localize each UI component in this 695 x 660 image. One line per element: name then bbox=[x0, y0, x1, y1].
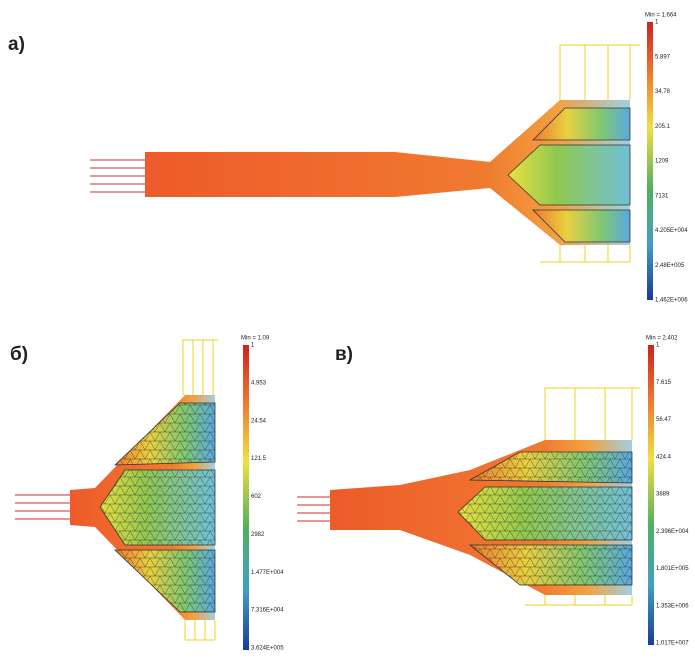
mesh bbox=[115, 550, 215, 612]
colorbar bbox=[647, 22, 653, 300]
panel-c bbox=[297, 345, 654, 645]
mesh bbox=[470, 545, 632, 585]
colorbar-label: 1.477E+004 bbox=[251, 570, 284, 576]
inlet-arrows bbox=[15, 494, 70, 520]
colorbar-label: 1.462E+006 bbox=[655, 298, 688, 304]
colorbar-label: 1209 bbox=[655, 159, 669, 165]
colorbar-label: 3.624E+005 bbox=[251, 646, 284, 652]
panel-label: а) bbox=[8, 34, 25, 55]
colorbar-label: 424.4 bbox=[656, 454, 672, 460]
vane bbox=[532, 209, 631, 243]
panel-label: в) bbox=[335, 344, 353, 365]
mesh bbox=[100, 470, 215, 545]
colorbar-min: Min = 1.09 bbox=[241, 336, 270, 342]
colorbar-label: 2.48E+005 bbox=[655, 263, 685, 269]
colorbar-label: 4.953 bbox=[251, 380, 267, 386]
inlet-arrows bbox=[90, 159, 145, 193]
colorbar-label: 2982 bbox=[251, 532, 265, 538]
outlet-lines bbox=[182, 339, 218, 641]
colorbar-min: Min = 2.402 bbox=[646, 336, 678, 342]
nozzle-body bbox=[145, 100, 630, 245]
colorbar-label: 121.5 bbox=[251, 456, 267, 462]
mesh bbox=[458, 487, 632, 540]
colorbar-label: 7.615 bbox=[656, 380, 672, 386]
colorbar-label: 2.396E+004 bbox=[656, 529, 689, 535]
core bbox=[507, 144, 631, 206]
mesh bbox=[470, 452, 632, 483]
mesh bbox=[115, 403, 215, 465]
colorbar-label: 1 bbox=[656, 343, 660, 349]
colorbar-label: 5.897 bbox=[655, 54, 671, 60]
outlet-lines bbox=[540, 44, 640, 263]
colorbar-label: 205.1 bbox=[655, 124, 671, 130]
colorbar-label: 7131 bbox=[655, 193, 669, 199]
colorbar-label: 1 bbox=[251, 343, 255, 349]
colorbar-label: 3889 bbox=[656, 492, 670, 498]
colorbar-label: 1.801E+005 bbox=[656, 566, 689, 572]
colorbar-label: 1 bbox=[655, 20, 659, 26]
outlet-lines bbox=[525, 387, 640, 606]
colorbar-min: Min = 1.664 bbox=[645, 13, 677, 19]
colorbar-label: 24.54 bbox=[251, 418, 267, 424]
colorbar-label: 4.205E+004 bbox=[655, 228, 688, 234]
colorbar bbox=[648, 345, 654, 645]
colorbar-label: 1.353E+006 bbox=[656, 603, 689, 609]
colorbar-label: 1.017E+007 bbox=[656, 641, 689, 647]
colorbar-label: 7.316E+004 bbox=[251, 608, 284, 614]
panel-a bbox=[90, 22, 653, 300]
panel-label: б) bbox=[10, 344, 28, 365]
colorbar-label: 602 bbox=[251, 494, 262, 500]
vane bbox=[532, 107, 631, 141]
inlet-arrows bbox=[297, 496, 330, 522]
colorbar bbox=[243, 345, 249, 650]
colorbar-label: 34.78 bbox=[655, 89, 671, 95]
panel-b bbox=[15, 339, 249, 650]
colorbar-label: 56.47 bbox=[656, 417, 672, 423]
